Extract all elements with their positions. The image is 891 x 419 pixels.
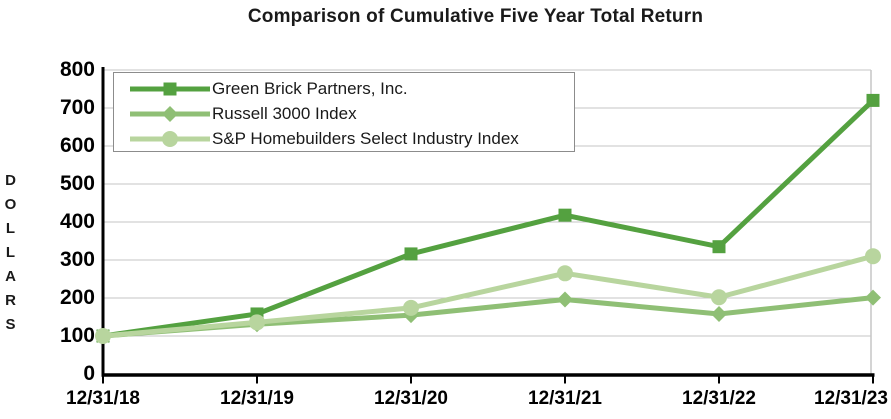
legend: Green Brick Partners, Inc. Russell 3000 … bbox=[113, 72, 575, 152]
legend-label: Russell 3000 Index bbox=[212, 103, 357, 123]
data-point bbox=[711, 289, 727, 306]
legend-marker bbox=[163, 82, 177, 95]
data-point bbox=[404, 247, 418, 261]
y-tick-label: 0 bbox=[83, 362, 95, 385]
data-point bbox=[711, 305, 727, 322]
x-tick-label: 12/31/19 bbox=[220, 388, 294, 409]
y-tick-label: 400 bbox=[59, 210, 95, 233]
series-line-2 bbox=[102, 253, 874, 339]
legend-marker-diamond bbox=[130, 105, 210, 122]
x-tick-label: 12/31/20 bbox=[374, 388, 448, 409]
data-point bbox=[249, 314, 265, 331]
y-tick-label: 200 bbox=[59, 286, 95, 309]
legend-marker bbox=[162, 130, 178, 147]
y-tick-label: 700 bbox=[59, 96, 95, 119]
data-point bbox=[866, 93, 880, 107]
series-line-1 bbox=[102, 295, 874, 339]
legend-marker bbox=[162, 105, 178, 122]
legend-label: Green Brick Partners, Inc. bbox=[212, 78, 408, 98]
x-tick-label: 12/31/22 bbox=[682, 388, 756, 409]
legend-item: Russell 3000 Index bbox=[114, 101, 574, 126]
legend-item: S&P Homebuilders Select Industry Index bbox=[114, 126, 574, 151]
data-point bbox=[865, 248, 881, 265]
data-point bbox=[865, 289, 881, 306]
data-point bbox=[95, 328, 111, 344]
y-tick-label: 600 bbox=[59, 134, 95, 157]
y-tick-label: 300 bbox=[59, 248, 95, 271]
legend-label: S&P Homebuilders Select Industry Index bbox=[212, 128, 519, 148]
x-tick-label: 12/31/21 bbox=[528, 388, 602, 409]
data-point bbox=[558, 208, 572, 222]
data-point bbox=[403, 299, 419, 316]
y-tick-label: 500 bbox=[59, 172, 95, 195]
legend-marker-square bbox=[130, 82, 210, 95]
x-tick-label: 12/31/23 bbox=[814, 388, 888, 409]
chart-title: Comparison of Cumulative Five Year Total… bbox=[247, 6, 704, 27]
data-point bbox=[557, 265, 573, 282]
data-point bbox=[557, 291, 573, 308]
y-axis-label: DOLLARS bbox=[2, 172, 19, 340]
data-point bbox=[712, 240, 726, 254]
y-tick-label: 800 bbox=[59, 58, 95, 81]
series-line-0 bbox=[102, 98, 875, 339]
x-tick-label: 12/31/18 bbox=[66, 388, 140, 409]
legend-item: Green Brick Partners, Inc. bbox=[114, 76, 574, 101]
y-tick-label: 100 bbox=[59, 324, 95, 347]
legend-marker-circle bbox=[130, 130, 210, 147]
